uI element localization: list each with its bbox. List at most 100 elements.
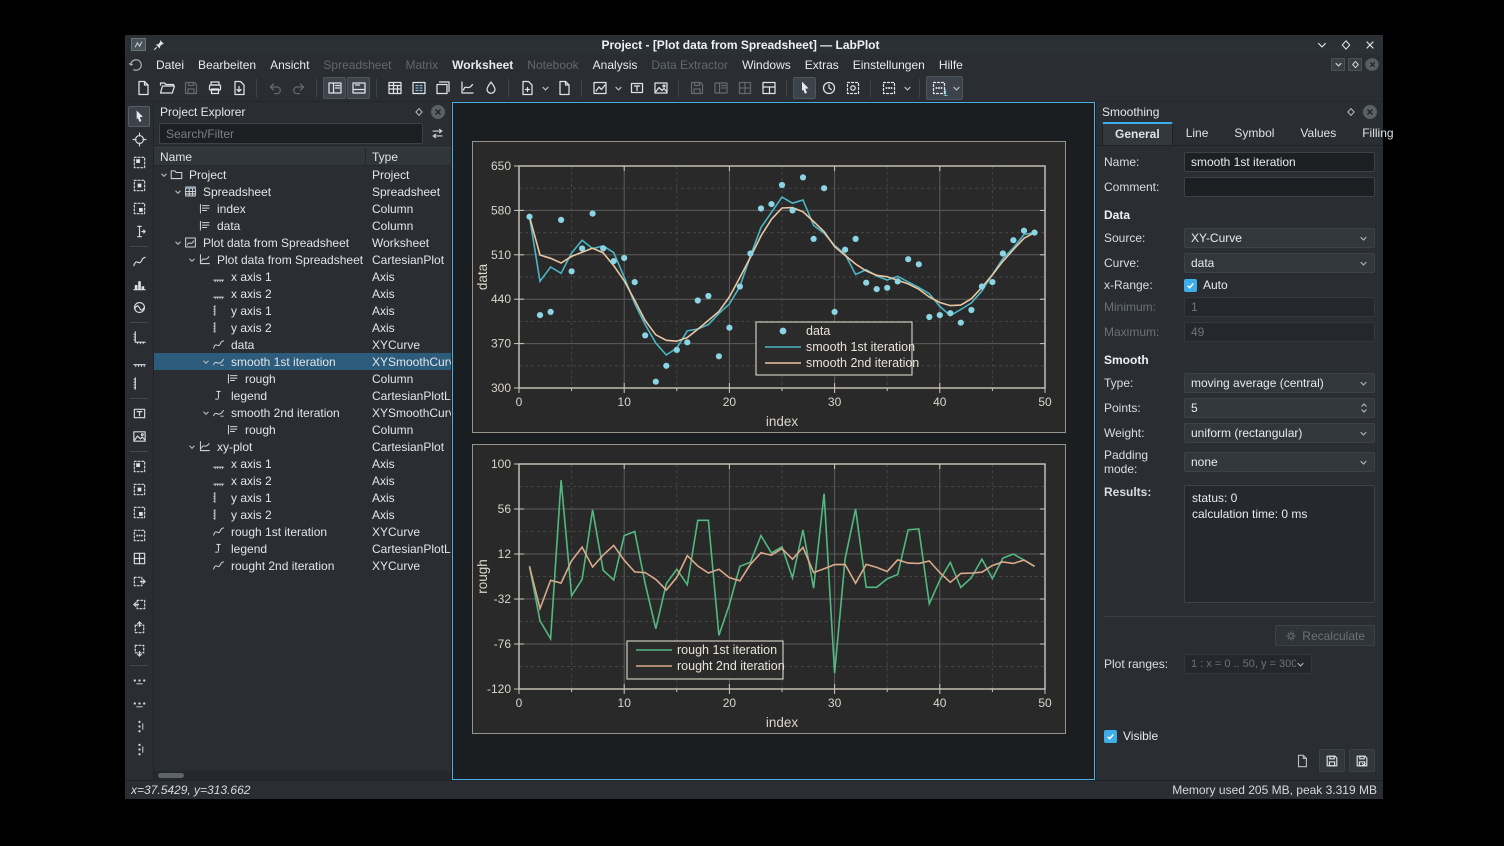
tree-row-xy-plot[interactable]: xy-plotCartesianPlot [154,438,451,455]
time-mode-button[interactable] [817,77,840,99]
new-project-button[interactable] [131,77,154,99]
save-config-as-button[interactable] [1349,749,1375,772]
scale-auto-y-button[interactable] [128,739,150,760]
tree-row-smooth-1st-iteration[interactable]: smooth 1st iterationXYSmoothCurve [154,353,451,370]
tree-row-x-axis-1[interactable]: x axis 1Axis [154,268,451,285]
zoom-select-mode-button[interactable] [841,77,864,99]
new-document-button[interactable] [552,77,575,99]
add-axis-both-button[interactable] [128,327,150,348]
add-image-frame-button[interactable] [128,426,150,447]
tab-values[interactable]: Values [1287,122,1349,145]
minimize-button[interactable] [1315,38,1329,52]
menu-item-windows[interactable]: Windows [735,56,798,74]
add-text-frame-button[interactable] [128,403,150,424]
points-spinbox[interactable]: 5 [1184,398,1375,418]
add-axis-vertical-button[interactable] [128,373,150,394]
expander-icon[interactable] [172,239,184,247]
menu-item-datei[interactable]: Datei [149,56,191,74]
select-region-button[interactable] [128,525,150,546]
expander-icon[interactable] [186,256,198,264]
scrollbar-thumb[interactable] [158,773,184,778]
tree-row-plot-data-from-spreadsheet[interactable]: Plot data from SpreadsheetWorksheet [154,234,451,251]
text-cursor-button[interactable] [128,221,150,242]
new-notebook-button[interactable] [479,77,502,99]
tree-row-rough[interactable]: roughColumn [154,421,451,438]
tree-row-x-axis-2[interactable]: x axis 2Axis [154,285,451,302]
zoom-y-select-button[interactable] [128,198,150,219]
select-mode-button[interactable] [793,77,816,99]
expander-icon[interactable] [200,409,212,417]
load-config-button[interactable] [1289,749,1315,772]
menu-item-ansicht[interactable]: Ansicht [263,56,316,74]
new-worksheet-button[interactable] [455,77,478,99]
dock-float-icon[interactable] [1344,105,1358,119]
worksheet-view[interactable]: 01020304050300370440510580650indexdatada… [452,102,1095,780]
menu-item-bearbeiten[interactable]: Bearbeiten [191,56,263,74]
filter-options-icon[interactable] [428,125,446,143]
tree-row-y-axis-1[interactable]: y axis 1Axis [154,489,451,506]
new-datapicker-dropdown-icon[interactable] [539,77,551,99]
tree-row-legend[interactable]: legendCartesianPlotLegend [154,387,451,404]
weight-combobox[interactable]: uniform (rectangular) [1184,423,1375,443]
menu-item-extras[interactable]: Extras [798,56,846,74]
tree-row-smooth-2nd-iteration[interactable]: smooth 2nd iterationXYSmoothCurve [154,404,451,421]
chart-data-smooth[interactable]: 01020304050300370440510580650indexdatada… [473,142,1065,432]
zoom-select-button[interactable] [128,152,150,173]
tree-row-rough-1st-iteration[interactable]: rough 1st iterationXYCurve [154,523,451,540]
plot-legend[interactable]: datasmooth 1st iterationsmooth 2nd itera… [756,322,919,375]
new-plot-area-dropdown-icon[interactable] [612,77,624,99]
new-matrix-button[interactable] [407,77,430,99]
tree-row-data[interactable]: dataXYCurve [154,336,451,353]
navigate-crosshair-button[interactable] [128,129,150,150]
source-combobox[interactable]: XY-Curve [1184,228,1375,248]
new-image-button[interactable] [649,77,672,99]
tree-row-index[interactable]: indexColumn [154,200,451,217]
tab-filling[interactable]: Filling [1349,122,1406,145]
type-combobox[interactable]: moving average (central) [1184,373,1375,393]
window-layout-button[interactable] [757,77,780,99]
auto-checkbox[interactable] [1184,279,1197,292]
print-button[interactable] [203,77,226,99]
toggle-properties-explorer-button[interactable] [347,77,370,99]
recalculate-button[interactable]: Recalculate [1275,625,1375,646]
spinbox-arrows-icon[interactable] [1360,402,1368,414]
new-datapicker-button[interactable] [515,77,538,99]
tree-row-legend[interactable]: legendCartesianPlotLegend [154,540,451,557]
tab-line[interactable]: Line [1173,122,1222,145]
cursor-tool-plot-dropdown-icon[interactable] [950,77,962,99]
chart-rough[interactable]: 01020304050-120-76-321256100indexroughro… [473,445,1065,733]
shift-up-button[interactable] [128,617,150,638]
expander-icon[interactable] [186,443,198,451]
zoom-region-x-button[interactable] [128,479,150,500]
scale-y-button[interactable] [128,716,150,737]
cursor-tool-dropdown-icon[interactable] [901,77,913,99]
mdi-close-button[interactable] [1365,58,1379,71]
new-workbook-button[interactable] [431,77,454,99]
export-preview-button[interactable] [227,77,250,99]
new-plot-area-button[interactable] [588,77,611,99]
grid-region-button[interactable] [128,548,150,569]
curve-combobox[interactable]: data [1184,253,1375,273]
minimum-input[interactable]: 1 [1184,297,1375,317]
name-input[interactable]: smooth 1st iteration [1184,152,1375,172]
menu-item-worksheet[interactable]: Worksheet [445,56,520,74]
horizontal-scrollbar[interactable] [154,771,451,780]
maximize-button[interactable] [1339,38,1353,52]
cursor-tool-plot-button[interactable]: 1 [927,77,950,99]
new-spreadsheet-button[interactable] [383,77,406,99]
menu-item-analysis[interactable]: Analysis [586,56,645,74]
tree-row-plot-data-from-spreadsheet[interactable]: Plot data from SpreadsheetCartesianPlot [154,251,451,268]
zoom-region-y-button[interactable] [128,502,150,523]
tree-column-header[interactable]: Name Type [154,147,451,166]
visible-checkbox[interactable] [1104,730,1117,743]
add-xy-curve-button[interactable] [128,251,150,272]
search-input[interactable]: Search/Filter [159,123,423,144]
expander-icon[interactable] [200,358,212,366]
tree-row-data[interactable]: dataColumn [154,217,451,234]
select-cursor-button[interactable] [128,106,150,127]
plot-area-top[interactable]: 01020304050300370440510580650indexdatada… [472,141,1066,433]
tree-row-spreadsheet[interactable]: SpreadsheetSpreadsheet [154,183,451,200]
tree-row-y-axis-2[interactable]: y axis 2Axis [154,506,451,523]
shift-down-button[interactable] [128,640,150,661]
column-type-header[interactable]: Type [366,148,451,165]
